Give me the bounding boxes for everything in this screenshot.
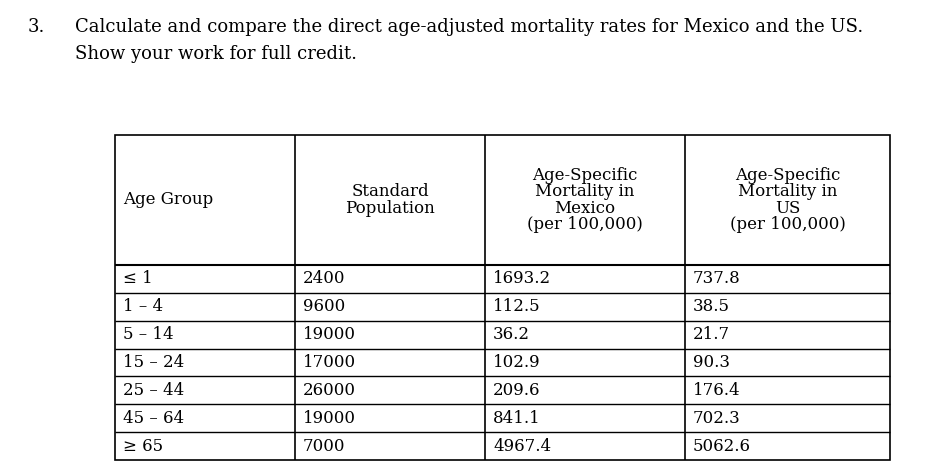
Text: 112.5: 112.5 — [493, 298, 540, 315]
Text: 1693.2: 1693.2 — [493, 271, 551, 287]
Text: Population: Population — [345, 200, 435, 217]
Text: 702.3: 702.3 — [693, 410, 741, 427]
Text: Age-Specific: Age-Specific — [734, 167, 840, 184]
Text: Standard: Standard — [352, 183, 429, 200]
Text: 5 – 14: 5 – 14 — [123, 326, 174, 343]
Text: ≥ 65: ≥ 65 — [123, 438, 163, 455]
Bar — [115, 135, 890, 460]
Text: 2400: 2400 — [303, 271, 346, 287]
Text: Mexico: Mexico — [554, 200, 615, 217]
Text: 9600: 9600 — [303, 298, 345, 315]
Text: Mortality in: Mortality in — [536, 183, 635, 200]
Text: Age Group: Age Group — [123, 191, 214, 209]
Text: 3.: 3. — [28, 18, 45, 36]
Text: 841.1: 841.1 — [493, 410, 541, 427]
Text: Calculate and compare the direct age-adjusted mortality rates for Mexico and the: Calculate and compare the direct age-adj… — [75, 18, 863, 36]
Text: 176.4: 176.4 — [693, 382, 741, 399]
Text: 19000: 19000 — [303, 326, 356, 343]
Text: 25 – 44: 25 – 44 — [123, 382, 184, 399]
Text: 36.2: 36.2 — [493, 326, 530, 343]
Text: Age-Specific: Age-Specific — [532, 167, 637, 184]
Text: 19000: 19000 — [303, 410, 356, 427]
Text: 737.8: 737.8 — [693, 271, 741, 287]
Text: 45 – 64: 45 – 64 — [123, 410, 184, 427]
Text: Show your work for full credit.: Show your work for full credit. — [75, 45, 357, 63]
Text: ≤ 1: ≤ 1 — [123, 271, 153, 287]
Text: (per 100,000): (per 100,000) — [527, 216, 643, 233]
Text: 26000: 26000 — [303, 382, 356, 399]
Text: 102.9: 102.9 — [493, 354, 540, 371]
Text: 7000: 7000 — [303, 438, 346, 455]
Text: 4967.4: 4967.4 — [493, 438, 551, 455]
Text: 17000: 17000 — [303, 354, 356, 371]
Text: 209.6: 209.6 — [493, 382, 540, 399]
Text: 15 – 24: 15 – 24 — [123, 354, 184, 371]
Text: Mortality in: Mortality in — [738, 183, 837, 200]
Text: US: US — [775, 200, 800, 217]
Text: 90.3: 90.3 — [693, 354, 730, 371]
Text: 38.5: 38.5 — [693, 298, 730, 315]
Text: (per 100,000): (per 100,000) — [730, 216, 845, 233]
Text: 5062.6: 5062.6 — [693, 438, 751, 455]
Text: 21.7: 21.7 — [693, 326, 730, 343]
Text: 1 – 4: 1 – 4 — [123, 298, 163, 315]
